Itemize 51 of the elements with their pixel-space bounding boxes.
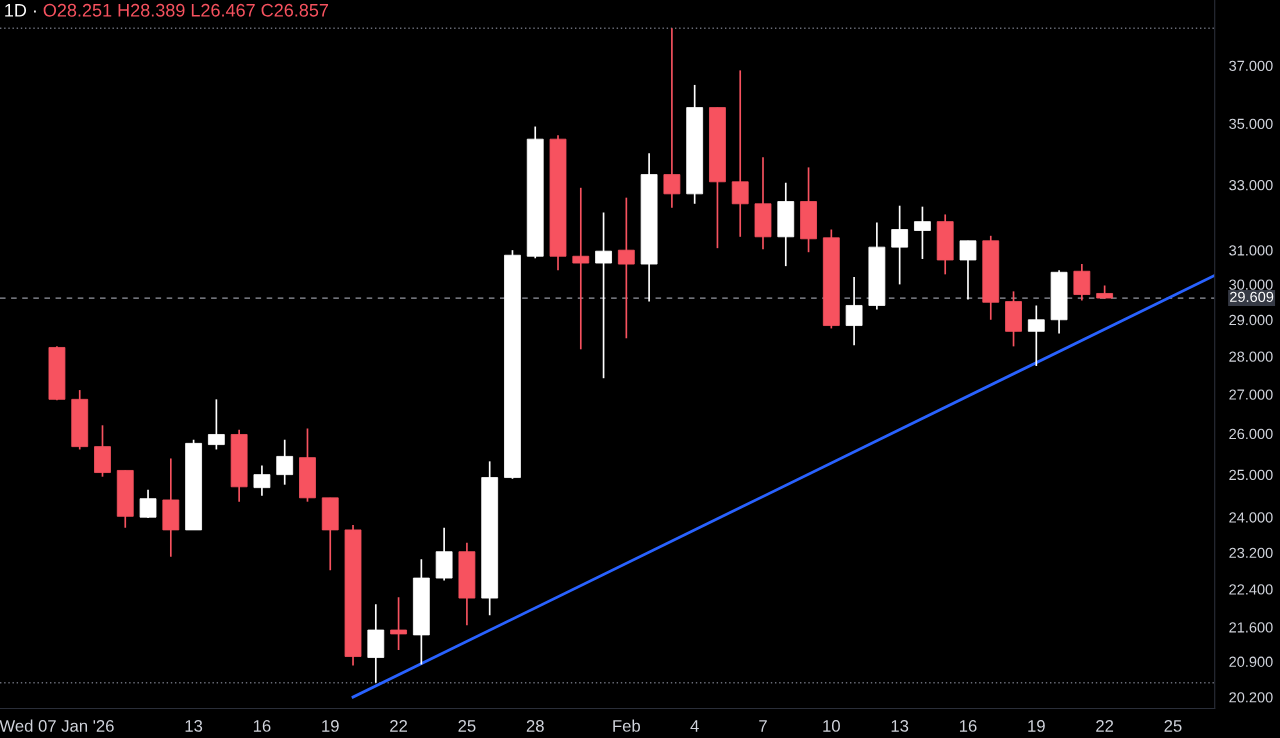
x-tick-label: 19 <box>322 720 339 732</box>
ref-line-label: 29.609 <box>1230 291 1274 302</box>
y-tick-label: 23.200 <box>1229 547 1273 559</box>
x-tick-label: 25 <box>1164 720 1182 732</box>
y-tick-label: 35.000 <box>1229 118 1273 129</box>
candlestick <box>845 276 863 347</box>
y-tick-label: 29.000 <box>1229 314 1273 326</box>
y-tick-label: 33.000 <box>1229 180 1273 191</box>
y-tick-label: 37.000 <box>1229 60 1273 71</box>
candlestick <box>1073 263 1091 302</box>
x-tick-label: 16 <box>959 720 977 732</box>
candlestick <box>207 398 225 451</box>
candlestick <box>595 211 612 380</box>
candlestick <box>914 205 931 260</box>
candlestick <box>276 438 294 486</box>
x-tick-label: 22 <box>1096 720 1114 732</box>
candlestick <box>139 488 157 519</box>
candlestick <box>253 464 271 497</box>
y-tick-label: 30.000 <box>1229 279 1273 290</box>
candlestick <box>617 196 635 340</box>
candlestick <box>1027 304 1045 367</box>
y-tick-label: 20.200 <box>1229 692 1273 703</box>
x-tick-label: 25 <box>458 720 476 732</box>
chart-subtitle: O28.251 H28.389 L26.467 C26.857 <box>43 3 329 17</box>
candlestick <box>390 596 407 651</box>
candlestick <box>891 204 909 286</box>
x-tick-label: 7 <box>759 720 767 732</box>
y-tick-label: 24.000 <box>1229 512 1273 523</box>
x-tick-label: 28 <box>526 720 544 732</box>
x-tick-label: Wed 07 Jan '26 <box>0 719 114 732</box>
candlestick <box>663 27 681 209</box>
y-tick-label: 27.000 <box>1229 389 1273 400</box>
candlestick <box>959 239 977 301</box>
x-tick-label: 10 <box>823 720 840 732</box>
candlestick <box>572 186 590 351</box>
x-tick-label: 22 <box>390 720 408 732</box>
x-tick-label: 4 <box>690 720 699 732</box>
y-tick-label: 22.400 <box>1229 584 1273 595</box>
y-tick-label: 20.900 <box>1229 656 1273 667</box>
y-tick-label: 28.000 <box>1229 351 1273 362</box>
y-tick-label: 25.000 <box>1229 469 1273 481</box>
candlestick <box>731 69 749 238</box>
x-tick-label: Feb <box>613 719 640 732</box>
x-tick-label: 16 <box>253 720 271 732</box>
y-tick-label: 21.600 <box>1229 622 1273 633</box>
y-tick-label: 26.000 <box>1229 428 1273 440</box>
x-tick-label: 19 <box>1028 720 1045 732</box>
x-tick-label: 13 <box>185 720 203 732</box>
x-tick-label: 13 <box>891 720 909 732</box>
y-tick-label: 31.000 <box>1229 245 1273 256</box>
chart-title: 1D · <box>5 4 36 17</box>
